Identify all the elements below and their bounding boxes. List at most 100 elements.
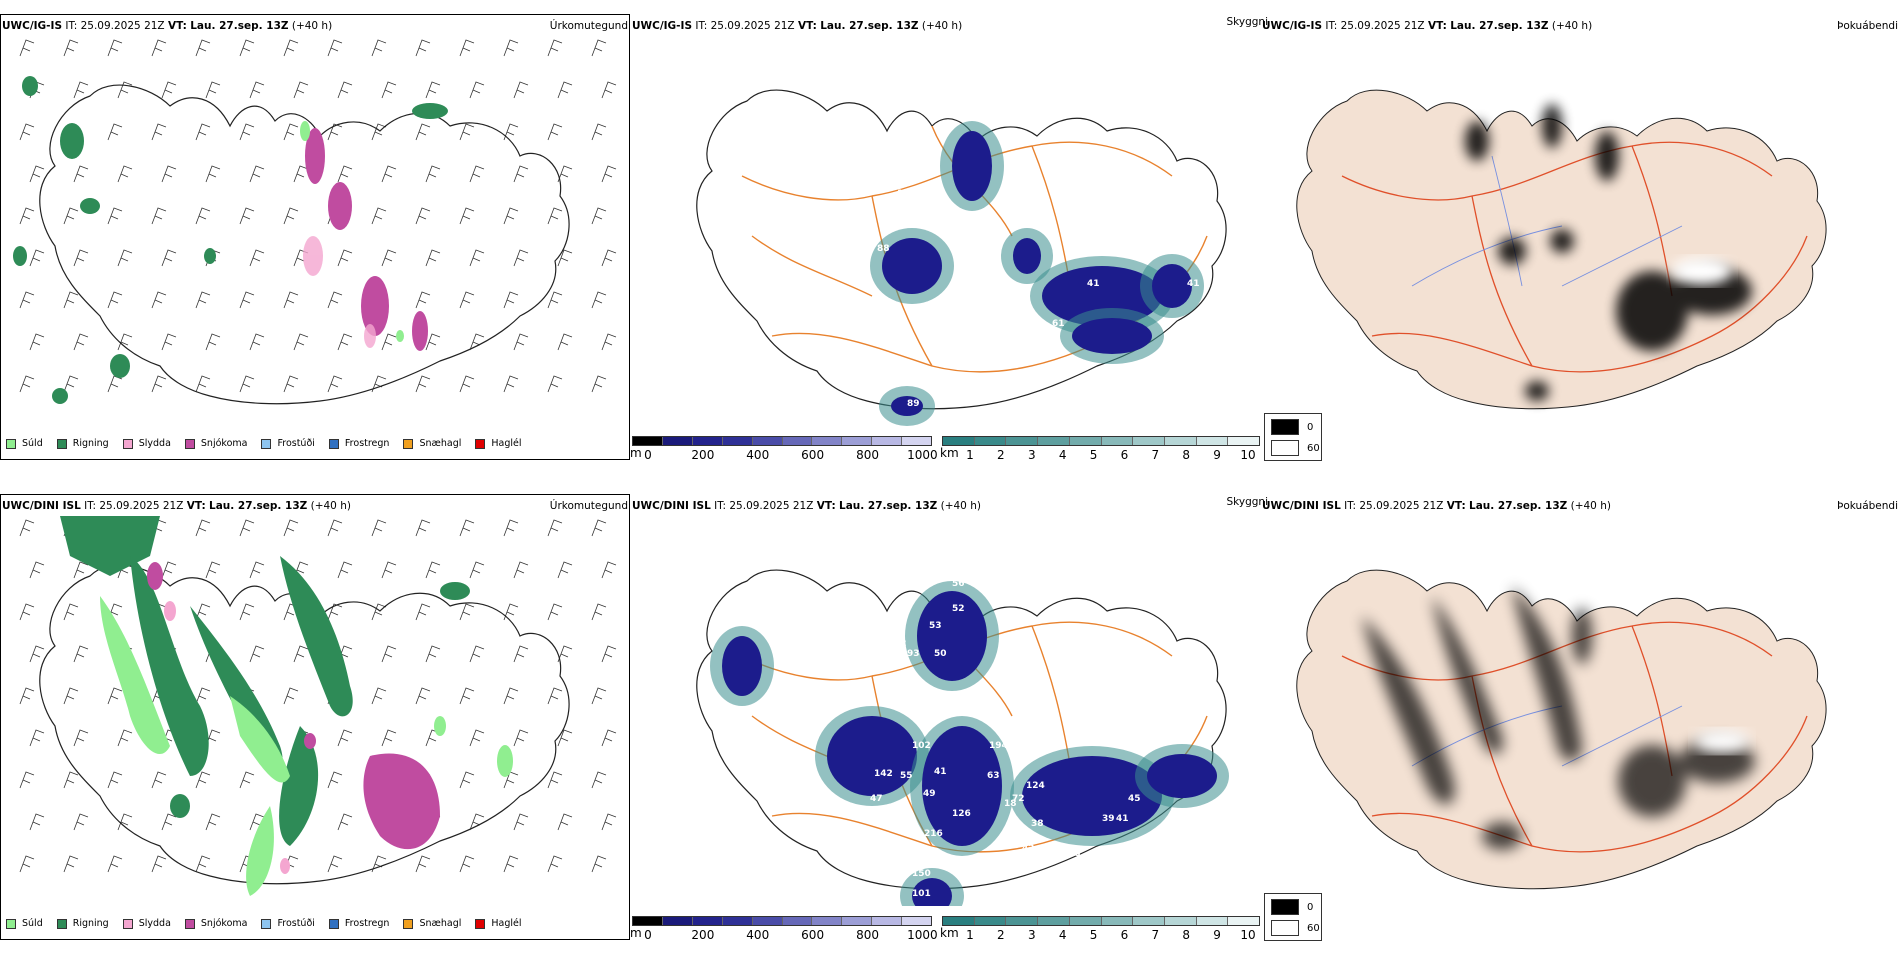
height-scale: 0 200 400 600 800 1000 m <box>630 916 938 942</box>
visibility-value: 88 <box>877 244 890 254</box>
visibility-value: 85 <box>872 639 885 649</box>
legend-item: Rigning <box>56 918 109 929</box>
scale-tick: 600 <box>801 448 825 462</box>
visibility-map: 56 52 74 53 62 85 50 93 101 102 194 142 55 63 41 124 47 4… <box>696 569 1229 906</box>
scale-tick: 8 <box>1182 448 1191 462</box>
visibility-value: 41 <box>1116 814 1129 824</box>
legend-label: Rigning <box>72 918 109 929</box>
visibility-value: 216 <box>924 829 943 839</box>
precip-panel-row1: UWC/IG-IS IT: 25.09.2025 21Z VT: Lau. 27… <box>0 14 632 474</box>
visibility-value: 74 <box>890 609 903 619</box>
precip-type-label: Úrkomutegund <box>549 20 628 32</box>
legend-item: Snjókoma <box>184 438 248 449</box>
precip-panel-row2: UWC/DINI ISL IT: 25.09.2025 21Z VT: Lau.… <box>0 494 632 954</box>
legend-swatch <box>184 918 195 929</box>
visibility-value: 102 <box>912 741 931 751</box>
fog-index-label: Þokuábendi <box>1837 20 1898 32</box>
visibility-value: 53 <box>962 89 975 99</box>
visibility-value: 51 <box>922 194 935 204</box>
legend-label: Snæhagl <box>419 918 462 929</box>
scale-tick: 600 <box>801 928 825 942</box>
visibility-value: 79 <box>962 274 975 284</box>
legend-label: Slydda <box>138 438 171 449</box>
legend-swatch <box>475 438 486 449</box>
visibility-label: Skyggni <box>1226 496 1269 508</box>
legend-swatch <box>184 438 195 449</box>
scale-tick: 200 <box>691 448 715 462</box>
visibility-value: 47 <box>870 794 883 804</box>
visibility-value: 18 <box>1004 799 1017 809</box>
visibility-map: 24 53 106 93 14 12 51 97 88 79 89 85 17 41 61 48 2 89 41 <box>696 89 1227 426</box>
legend-label: Frostregn <box>344 438 390 449</box>
visibility-value: 42 <box>1022 844 1035 854</box>
visibility-value: 2 <box>897 359 903 369</box>
scale-tick: 4 <box>1058 928 1067 942</box>
visibility-value: 89 <box>992 279 1005 289</box>
legend-item: Frostregn <box>328 438 390 449</box>
visibility-value: 14 <box>894 169 907 179</box>
legend-swatch <box>6 438 16 449</box>
visibility-value: 150 <box>912 869 931 879</box>
fog-legend: 0 60 <box>1264 413 1322 461</box>
legend-swatch <box>122 438 133 449</box>
scale-tick: 5 <box>1089 448 1098 462</box>
scale-tick: 6 <box>1120 448 1129 462</box>
legend-label: Súld <box>22 918 43 929</box>
legend-swatch <box>328 438 339 449</box>
legend-item: Slydda <box>122 438 171 449</box>
precip-type-legend: Súld Rigning Slydda Snjókoma Frostúði Frostre… <box>6 918 536 929</box>
legend-label: Snæhagl <box>419 438 462 449</box>
scale-tick: 0 <box>644 928 652 942</box>
visibility-value: 93 <box>912 154 925 164</box>
legend-item: Haglél <box>475 438 522 449</box>
legend-item: Snjókoma <box>184 918 247 929</box>
legend-swatch <box>403 918 414 929</box>
scale-tick: 1 <box>966 448 974 462</box>
scale-tick: 200 <box>691 928 715 942</box>
visibility-value: 55 <box>900 771 913 781</box>
scale-tick: 400 <box>746 928 770 942</box>
scale-tick: 1000 <box>907 448 938 462</box>
visibility-value: 50 <box>934 649 947 659</box>
visibility-value: 97 <box>832 254 845 264</box>
precip-frame <box>0 14 630 460</box>
visibility-value: 45 <box>1128 794 1141 804</box>
fog-panel-row2: UWC/DINI ISL IT: 25.09.2025 21Z VT: Lau.… <box>1262 494 1900 954</box>
legend-label: Rigning <box>72 438 109 449</box>
legend-swatch <box>261 438 272 449</box>
legend-item: Frostúði <box>261 918 315 929</box>
legend-swatch <box>122 918 133 929</box>
legend-label: Súld <box>22 438 43 449</box>
scale-tick: 2 <box>997 448 1005 462</box>
legend-swatch <box>56 438 67 449</box>
visibility-value: 106 <box>887 139 906 149</box>
visibility-value: 72 <box>1012 794 1025 804</box>
visibility-label: Skyggni <box>1226 16 1269 28</box>
visibility-value: 38 <box>1031 819 1044 829</box>
legend-label: Haglél <box>491 438 522 449</box>
visibility-value: 101 <box>912 889 931 899</box>
visibility-scale: 1 2 3 4 5 6 7 8 9 10 km <box>940 436 1260 462</box>
visibility-value: 142 <box>874 769 893 779</box>
visibility-value: 62 <box>894 639 907 649</box>
visibility-value: 41 <box>1087 279 1100 289</box>
fog-map <box>1296 89 1827 410</box>
legend-swatch <box>6 918 16 929</box>
visibility-value: 89 <box>907 399 920 409</box>
scale-tick: 9 <box>1213 928 1221 942</box>
visibility-value: 41 <box>934 767 947 777</box>
legend-label: Snjókoma <box>200 438 248 449</box>
visibility-value: 63 <box>987 771 1000 781</box>
legend-swatch <box>403 438 414 449</box>
visibility-value: 49 <box>923 789 936 799</box>
legend-swatch <box>475 918 486 929</box>
scale-tick: 1 <box>966 928 974 942</box>
visibility-value: 24 <box>1007 104 1020 114</box>
panel-title: UWC/IG-IS IT: 25.09.2025 21Z VT: Lau. 27… <box>632 20 963 32</box>
visibility-value: 126 <box>952 809 971 819</box>
visibility-panel-row1: UWC/IG-IS IT: 25.09.2025 21Z VT: Lau. 27… <box>630 14 1268 474</box>
scale-tick: 5 <box>1089 928 1098 942</box>
legend-swatch <box>328 918 339 929</box>
legend-item: Snæhagl <box>403 918 461 929</box>
scale-tick: 10 <box>1240 448 1256 462</box>
